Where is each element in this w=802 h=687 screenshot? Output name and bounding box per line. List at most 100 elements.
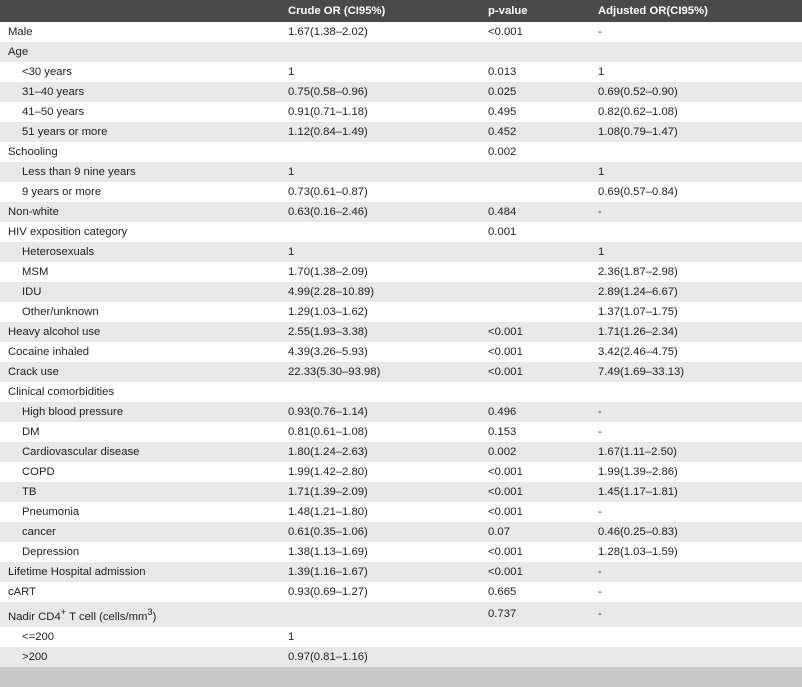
footer-cell: [0, 667, 802, 687]
cell-variable: Less than 9 nine years: [0, 162, 280, 182]
cell-variable: Age: [0, 42, 280, 62]
table-row: cART0.93(0.69–1.27)0.665-: [0, 582, 802, 602]
cell-crude: 1.99(1.42–2.80): [280, 462, 480, 482]
table-row: MSM1.70(1.38–2.09)2.36(1.87–2.98): [0, 262, 802, 282]
cell-adjusted: -: [590, 502, 802, 522]
cell-adjusted: [590, 142, 802, 162]
cell-pvalue: 0.484: [480, 202, 590, 222]
table-row: Schooling0.002: [0, 142, 802, 162]
col-header-pvalue: p-value: [480, 0, 590, 22]
table-row: Cardiovascular disease1.80(1.24–2.63)0.0…: [0, 442, 802, 462]
table-row: 41–50 years0.91(0.71–1.18)0.4950.82(0.62…: [0, 102, 802, 122]
table-row: Crack use22.33(5.30–93.98)<0.0017.49(1.6…: [0, 362, 802, 382]
table-row: Male1.67(1.38–2.02)<0.001-: [0, 22, 802, 42]
cell-adjusted: 1: [590, 62, 802, 82]
cell-variable: Pneumonia: [0, 502, 280, 522]
cell-pvalue: [480, 162, 590, 182]
cell-variable: 31–40 years: [0, 82, 280, 102]
cell-adjusted: 2.36(1.87–2.98): [590, 262, 802, 282]
table-header-row: Crude OR (CI95%) p-value Adjusted OR(CI9…: [0, 0, 802, 22]
cell-adjusted: 1: [590, 242, 802, 262]
table-row: >2000.97(0.81–1.16): [0, 647, 802, 667]
cell-variable: cART: [0, 582, 280, 602]
col-header-crude: Crude OR (CI95%): [280, 0, 480, 22]
cell-variable: High blood pressure: [0, 402, 280, 422]
cell-variable: cancer: [0, 522, 280, 542]
cell-variable: IDU: [0, 282, 280, 302]
cell-variable: Nadir CD4+ T cell (cells/mm3): [0, 602, 280, 627]
results-table: Crude OR (CI95%) p-value Adjusted OR(CI9…: [0, 0, 802, 687]
table-footer-row: [0, 667, 802, 687]
cell-variable: Other/unknown: [0, 302, 280, 322]
cell-adjusted: -: [590, 562, 802, 582]
table-row: Depression1.38(1.13–1.69)<0.0011.28(1.03…: [0, 542, 802, 562]
cell-adjusted: 2.89(1.24–6.67): [590, 282, 802, 302]
cell-pvalue: 0.002: [480, 442, 590, 462]
cell-adjusted: 1.67(1.11–2.50): [590, 442, 802, 462]
table-row: Age: [0, 42, 802, 62]
cell-pvalue: 0.07: [480, 522, 590, 542]
cell-crude: 1: [280, 627, 480, 647]
table-row: Nadir CD4+ T cell (cells/mm3) 0.737-: [0, 602, 802, 627]
cell-adjusted: [590, 222, 802, 242]
cell-pvalue: [480, 282, 590, 302]
cell-variable: Non-white: [0, 202, 280, 222]
cell-adjusted: [590, 382, 802, 402]
cell-pvalue: <0.001: [480, 482, 590, 502]
table-row: High blood pressure0.93(0.76–1.14)0.496-: [0, 402, 802, 422]
cell-crude: 1.48(1.21–1.80): [280, 502, 480, 522]
cell-variable: Depression: [0, 542, 280, 562]
cell-crude: 2.55(1.93–3.38): [280, 322, 480, 342]
cell-crude: 1.39(1.16–1.67): [280, 562, 480, 582]
cell-pvalue: 0.452: [480, 122, 590, 142]
cell-pvalue: 0.496: [480, 402, 590, 422]
table-row: IDU4.99(2.28–10.89)2.89(1.24–6.67): [0, 282, 802, 302]
cell-variable: COPD: [0, 462, 280, 482]
cell-crude: 1: [280, 162, 480, 182]
cell-variable: TB: [0, 482, 280, 502]
table-row: Cocaine inhaled4.39(3.26–5.93)<0.0013.42…: [0, 342, 802, 362]
cell-adjusted: -: [590, 422, 802, 442]
cell-crude: 1.29(1.03–1.62): [280, 302, 480, 322]
cell-adjusted: [590, 627, 802, 647]
cell-variable: 9 years or more: [0, 182, 280, 202]
cell-adjusted: 0.69(0.52–0.90): [590, 82, 802, 102]
cell-adjusted: 1.45(1.17–1.81): [590, 482, 802, 502]
cell-crude: [280, 142, 480, 162]
cell-pvalue: [480, 647, 590, 667]
cell-crude: 1.38(1.13–1.69): [280, 542, 480, 562]
cell-crude: 1.12(0.84–1.49): [280, 122, 480, 142]
cell-adjusted: 1: [590, 162, 802, 182]
cell-pvalue: <0.001: [480, 362, 590, 382]
cell-variable: Lifetime Hospital admission: [0, 562, 280, 582]
col-header-variable: [0, 0, 280, 22]
table-row: Heterosexuals11: [0, 242, 802, 262]
cell-pvalue: 0.737: [480, 602, 590, 627]
table-row: 51 years or more1.12(0.84–1.49)0.4521.08…: [0, 122, 802, 142]
table-row: Pneumonia1.48(1.21–1.80)<0.001-: [0, 502, 802, 522]
cell-pvalue: 0.665: [480, 582, 590, 602]
cell-variable: <30 years: [0, 62, 280, 82]
cell-adjusted: -: [590, 602, 802, 627]
cell-crude: 0.93(0.69–1.27): [280, 582, 480, 602]
cell-variable: MSM: [0, 262, 280, 282]
cell-pvalue: [480, 182, 590, 202]
cell-adjusted: 0.82(0.62–1.08): [590, 102, 802, 122]
cell-pvalue: 0.001: [480, 222, 590, 242]
cell-pvalue: <0.001: [480, 342, 590, 362]
cell-crude: 1.67(1.38–2.02): [280, 22, 480, 42]
cell-crude: 0.81(0.61–1.08): [280, 422, 480, 442]
cell-adjusted: 3.42(2.46–4.75): [590, 342, 802, 362]
cell-adjusted: -: [590, 202, 802, 222]
cell-pvalue: <0.001: [480, 542, 590, 562]
table-row: Clinical comorbidities: [0, 382, 802, 402]
cell-adjusted: 0.69(0.57–0.84): [590, 182, 802, 202]
cell-crude: 4.39(3.26–5.93): [280, 342, 480, 362]
cell-variable: Heavy alcohol use: [0, 322, 280, 342]
table-row: <30 years10.0131: [0, 62, 802, 82]
cell-variable: Cocaine inhaled: [0, 342, 280, 362]
cell-crude: 1.80(1.24–2.63): [280, 442, 480, 462]
cell-crude: [280, 382, 480, 402]
cell-adjusted: 1.71(1.26–2.34): [590, 322, 802, 342]
cell-pvalue: 0.013: [480, 62, 590, 82]
